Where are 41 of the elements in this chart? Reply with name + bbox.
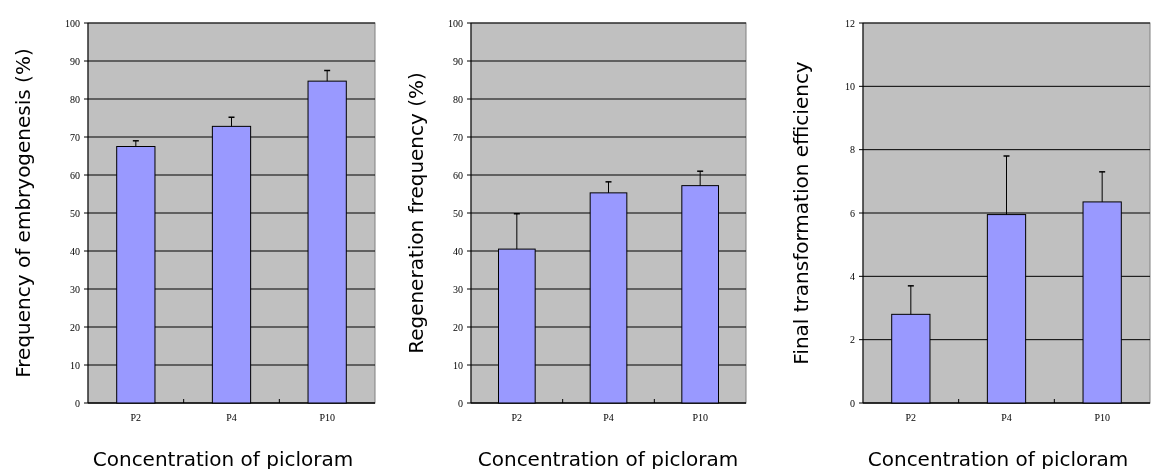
x-tick-label: P2 (511, 412, 523, 423)
y-tick-label: 40 (453, 245, 463, 257)
y-tick-label: 90 (70, 55, 80, 67)
y-tick-label: 70 (70, 131, 80, 143)
y-tick-label: 12 (845, 17, 855, 29)
x-tick-label: P2 (905, 412, 917, 423)
y-tick-label: 20 (70, 321, 80, 333)
y-tick-label: 30 (70, 283, 80, 295)
y-tick-label: 60 (70, 169, 80, 181)
x-tick-label: P10 (319, 412, 335, 423)
y-tick-label: 10 (453, 359, 463, 371)
y-tick-label: 100 (448, 17, 463, 29)
y-tick-label: 70 (453, 131, 463, 143)
y-tick-label: 0 (75, 397, 80, 409)
x-tick-label: P10 (1094, 412, 1110, 423)
y-tick-label: 100 (65, 17, 80, 29)
x-tick-label: P4 (603, 412, 614, 423)
y-tick-label: 80 (453, 93, 463, 105)
y-tick-label: 80 (70, 93, 80, 105)
x-tick-label: P10 (692, 412, 708, 423)
y-tick-label: 30 (453, 283, 463, 295)
y-tick-label: 50 (70, 207, 80, 219)
y-tick-label: 4 (850, 270, 855, 282)
y-tick-label: 10 (70, 359, 80, 371)
y-tick-label: 60 (453, 169, 463, 181)
x-tick-label: P4 (1001, 412, 1012, 423)
y-tick-label: 0 (458, 397, 463, 409)
y-tick-label: 0 (850, 397, 855, 409)
y-tick-label: 2 (850, 334, 855, 346)
y-tick-label: 90 (453, 55, 463, 67)
x-tick-label: P2 (130, 412, 142, 423)
y-axis-title: Final transformation efficiency (789, 61, 813, 365)
y-tick-label: 6 (850, 207, 855, 219)
y-tick-label: 40 (70, 245, 80, 257)
y-tick-label: 50 (453, 207, 463, 219)
y-tick-label: 10 (845, 80, 855, 92)
y-tick-label: 20 (453, 321, 463, 333)
y-tick-label: 8 (850, 144, 855, 156)
y-axis-title: Frequency of embryogenesis (%) (11, 48, 35, 378)
x-tick-label: P4 (226, 412, 237, 423)
y-axis-title: Regeneration frequency (%) (404, 72, 428, 354)
